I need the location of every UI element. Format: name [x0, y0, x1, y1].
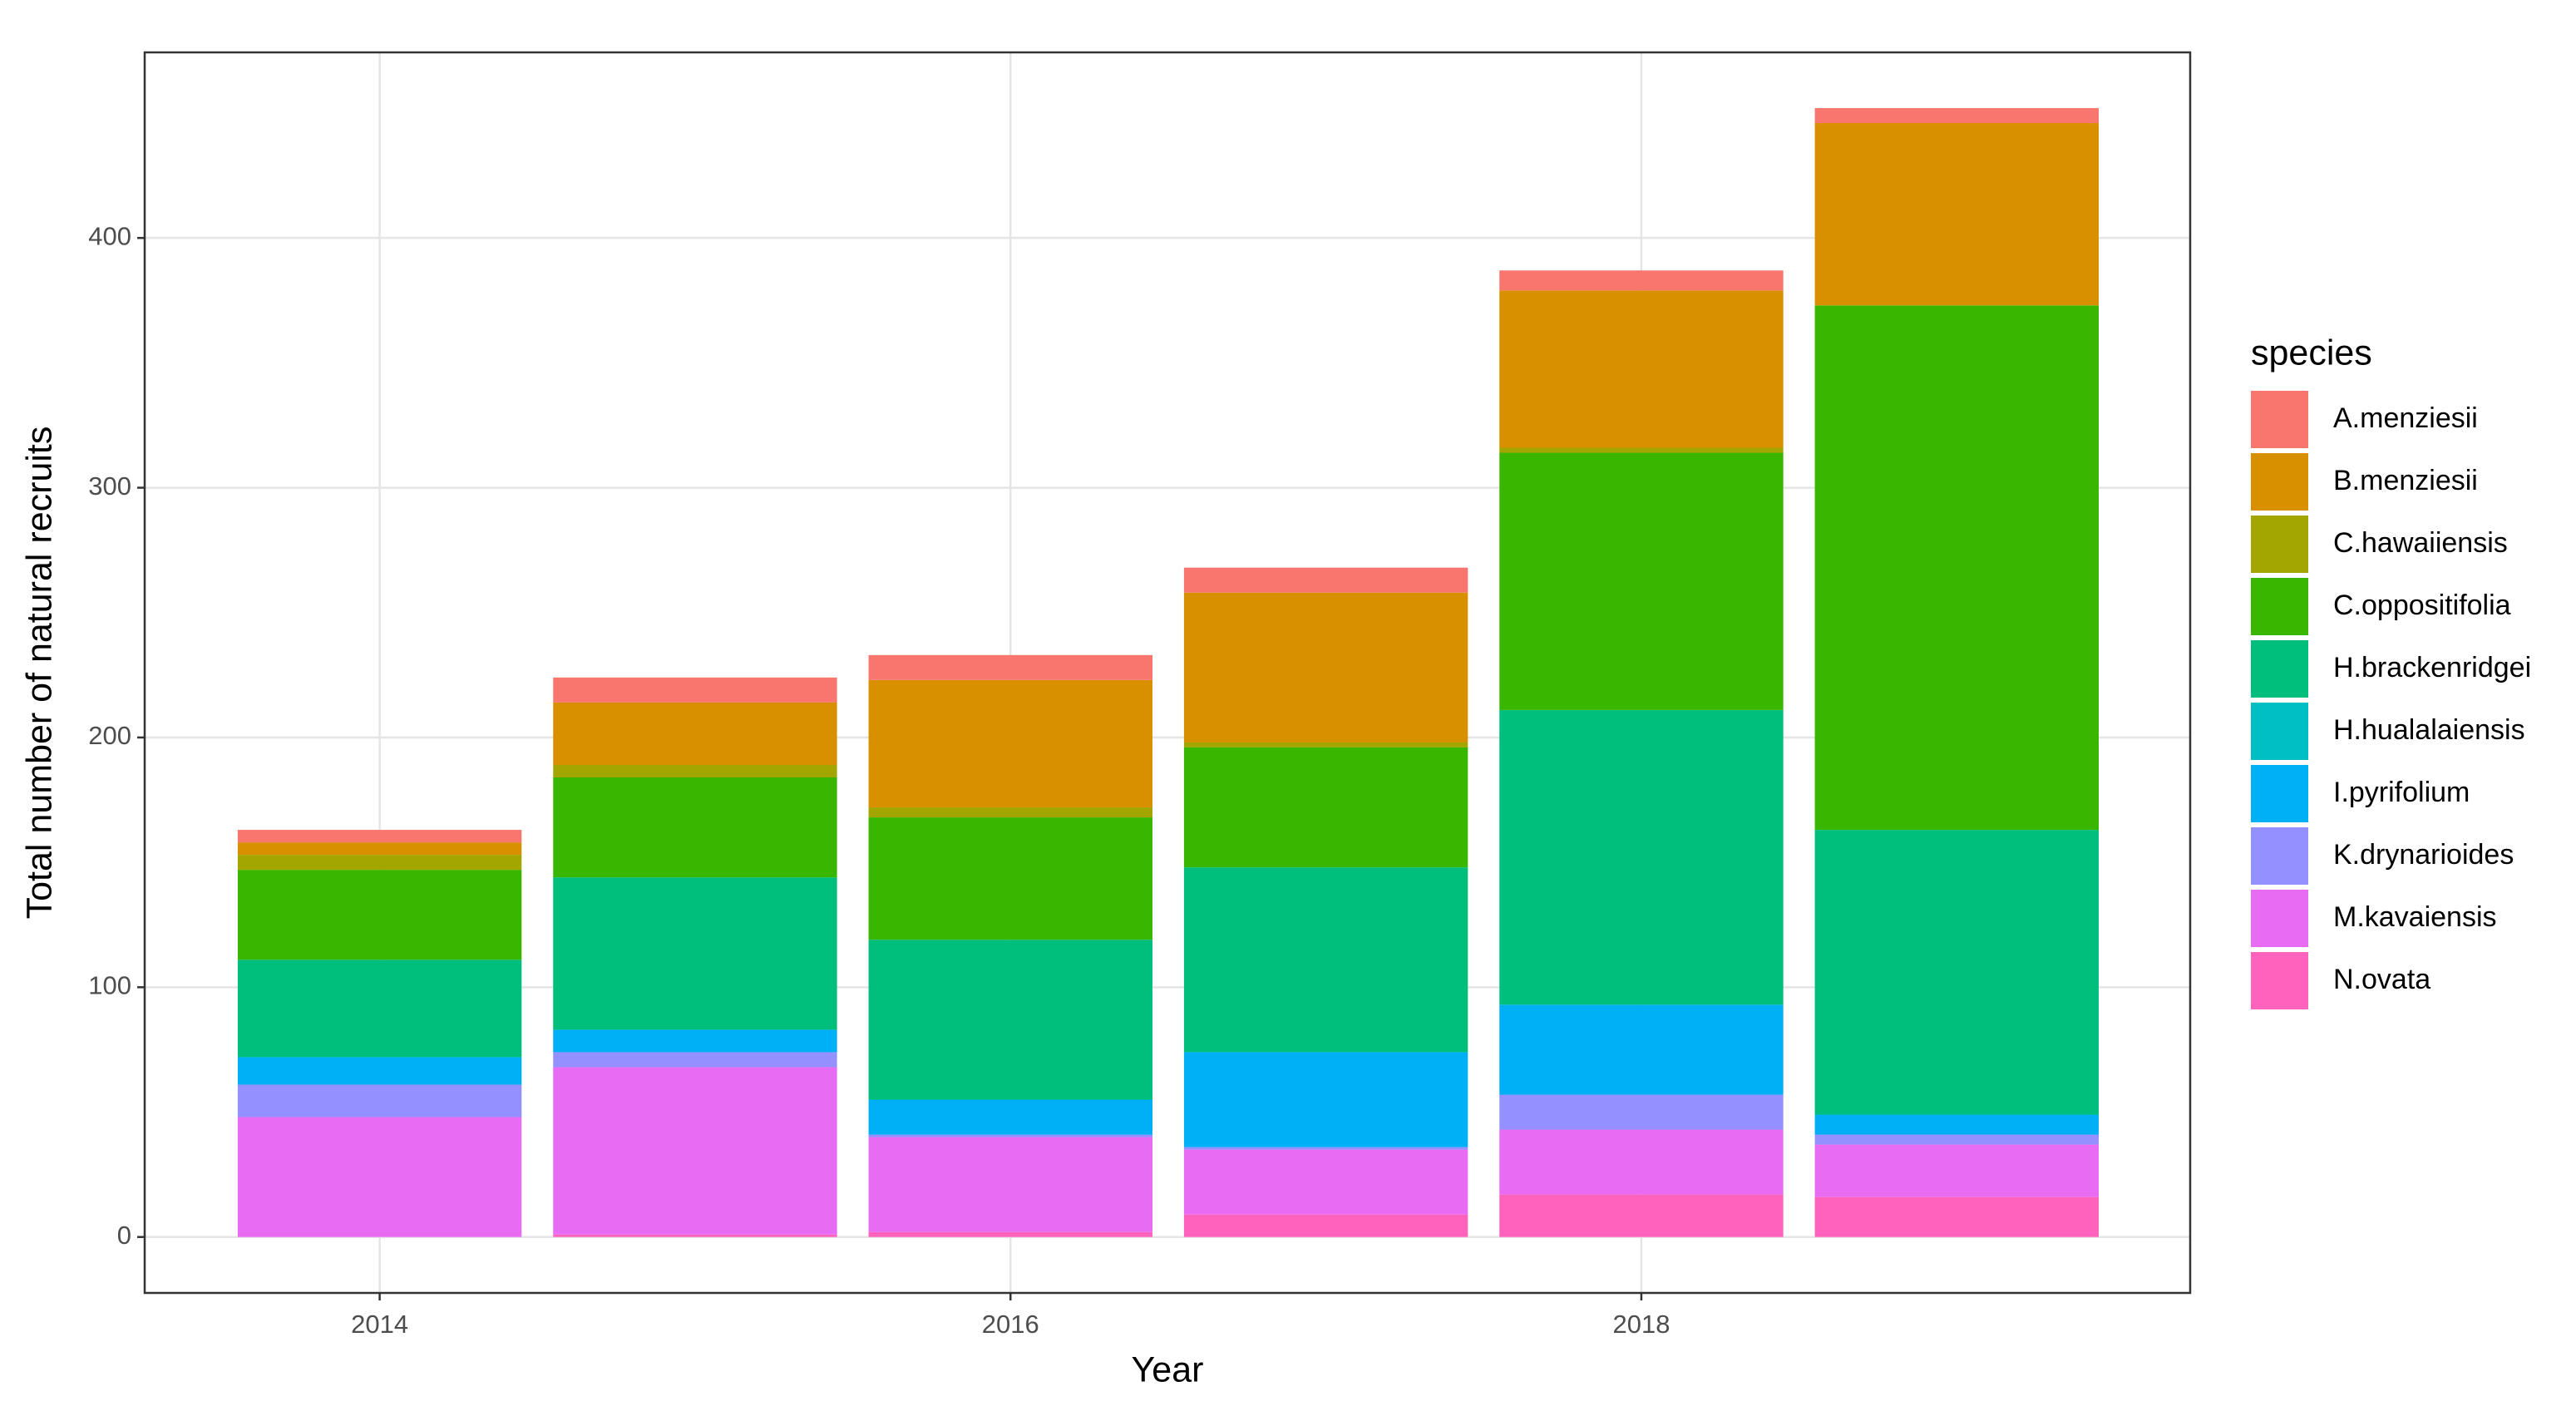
legend-swatch: [2251, 578, 2308, 635]
bar-segment: [1183, 1149, 1468, 1215]
bar-segment: [1499, 447, 1784, 453]
bar-segment: [553, 677, 837, 703]
bar-segment: [868, 1099, 1152, 1135]
legend-label: H.hualalaiensis: [2333, 714, 2525, 746]
legend-swatch: [2251, 516, 2308, 573]
bar-segment: [1499, 270, 1784, 291]
bar-segment: [868, 940, 1152, 1100]
bar-segment: [553, 1067, 837, 1235]
bar-segment: [1183, 1052, 1468, 1147]
bar-segment: [1499, 290, 1784, 448]
bar-segment: [237, 870, 522, 960]
legend: A.menziesii B.menziesii C.hawaiiensis C.opp…: [2251, 391, 2531, 1009]
legend-swatch: [2251, 827, 2308, 885]
y-tick-label: 200: [88, 721, 131, 750]
bar-segment: [553, 764, 837, 778]
y-tick-label: 400: [88, 221, 131, 250]
bar-segment: [1814, 305, 2099, 831]
bar-segment: [1183, 1147, 1468, 1150]
legend-swatch: [2251, 640, 2308, 698]
panel-border: [143, 51, 2192, 1295]
legend-label: A.menziesii: [2333, 402, 2478, 434]
bar-segment: [1814, 1196, 2099, 1237]
bar-segment: [1499, 1004, 1784, 1095]
bar-segment: [868, 1137, 1152, 1232]
bar-segment: [1814, 107, 2099, 124]
legend-label: M.kavaiensis: [2333, 901, 2497, 933]
axes: 0 100 200 300 400 2014 2016 2018: [88, 221, 1670, 1339]
legend-title: species: [2251, 333, 2372, 373]
bar-segment: [868, 817, 1152, 940]
x-tick-label: 2018: [1612, 1310, 1670, 1339]
bar-segment: [1814, 1144, 2099, 1197]
bar-segment: [868, 807, 1152, 818]
x-tick-label: 2014: [351, 1310, 408, 1339]
bar-segment: [868, 654, 1152, 680]
legend-swatch: [2251, 391, 2308, 448]
legend-label: C.hawaiiensis: [2333, 527, 2508, 559]
bar-segment: [868, 1231, 1152, 1237]
x-tick-label: 2016: [982, 1310, 1039, 1339]
legend-swatch: [2251, 952, 2308, 1009]
bar-segment: [553, 1052, 837, 1068]
bar-segment: [237, 1084, 522, 1118]
bar-segment: [1183, 567, 1468, 593]
y-tick-label: 300: [88, 471, 131, 501]
bar-segment: [1499, 452, 1784, 710]
y-tick-label: 100: [88, 971, 131, 1000]
legend-swatch: [2251, 453, 2308, 511]
bar-segment: [1183, 742, 1468, 747]
bar-segment: [237, 830, 522, 843]
bar-segment: [1499, 1094, 1784, 1130]
x-axis-title: Year: [1132, 1349, 1204, 1389]
bar-segment: [237, 842, 522, 856]
bar-segment: [1499, 1194, 1784, 1237]
legend-label: H.brackenridgei: [2333, 652, 2531, 683]
bar-segment: [1499, 1129, 1784, 1195]
legend-swatch: [2251, 765, 2308, 822]
bar-segment: [1183, 867, 1468, 1053]
bar-segment: [1814, 1134, 2099, 1145]
bar-segment: [553, 777, 837, 878]
bar-segment: [553, 877, 837, 1030]
legend-label: B.menziesii: [2333, 465, 2478, 496]
legend-swatch: [2251, 703, 2308, 760]
y-axis-title: Total number of natural recruits: [19, 427, 59, 920]
bar-segment: [237, 1057, 522, 1085]
bar-segment: [237, 1117, 522, 1237]
bars: [237, 107, 2099, 1237]
legend-label: C.oppositifolia: [2333, 590, 2511, 621]
bar-segment: [553, 702, 837, 765]
legend-swatch: [2251, 890, 2308, 947]
bar-segment: [1814, 123, 2099, 306]
legend-label: I.pyrifolium: [2333, 777, 2470, 808]
bar-segment: [1814, 1114, 2099, 1135]
bar-segment: [237, 855, 522, 871]
bar-segment: [1183, 747, 1468, 868]
bar-segment: [868, 679, 1152, 808]
bar-segment: [1183, 592, 1468, 743]
bar-segment: [1499, 709, 1784, 1005]
bar-segment: [1814, 830, 2099, 1115]
legend-label: K.drynarioides: [2333, 839, 2514, 871]
bar-segment: [553, 1029, 837, 1053]
bar-segment: [237, 960, 522, 1058]
bar-segment: [553, 1234, 837, 1237]
bar-segment: [868, 1134, 1152, 1137]
legend-label: N.ovata: [2333, 964, 2430, 995]
bar-segment: [1183, 1214, 1468, 1237]
y-tick-label: 0: [117, 1221, 131, 1250]
